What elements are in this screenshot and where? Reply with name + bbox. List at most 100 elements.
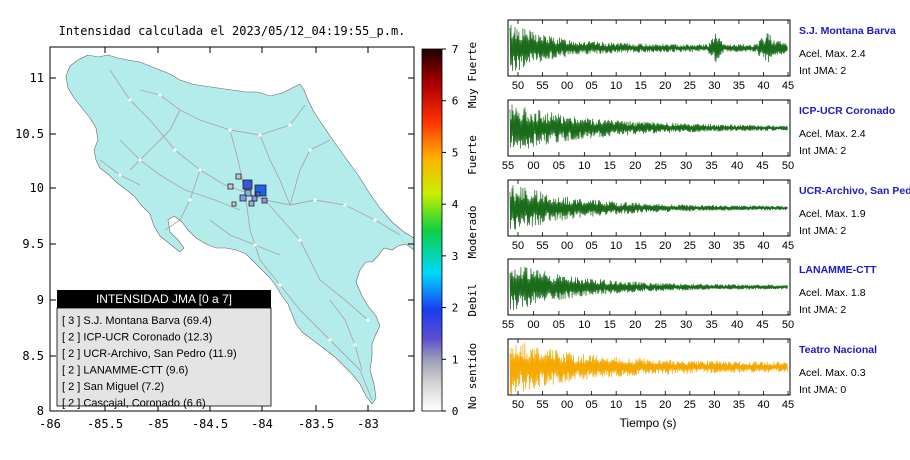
map-panel: -86 -85.5 -85 -84.5 -84 -83.5 -83 11 10.5 10 9.5 9…	[15, 46, 415, 431]
map-title: Intensidad calculada el 2023/05/12_04:19…	[59, 24, 406, 38]
map-y-tick: 10.5	[15, 127, 44, 141]
jma-intensity: Int JMA: 2	[799, 145, 846, 157]
x-axis-label: Tiempo (s)	[620, 416, 677, 430]
map-x-tick: -84.5	[192, 417, 228, 431]
map-y-tick: 9	[37, 293, 44, 307]
station-marker	[261, 197, 268, 204]
time-tick: 10	[610, 80, 622, 92]
time-tick: 15	[604, 319, 616, 331]
time-tick: 20	[659, 399, 671, 411]
map-x-axis: -86 -85.5 -85 -84.5 -84 -83.5 -83	[39, 47, 379, 431]
time-tick: 30	[708, 240, 720, 252]
time-tick: 25	[655, 160, 667, 172]
time-tick: 10	[578, 319, 590, 331]
time-tick: 40	[757, 80, 769, 92]
max-acceleration: Acel. Max. 2.4	[799, 128, 866, 140]
time-tick: 00	[527, 319, 539, 331]
legend-item: [ 2 ] Cascajal, Coronado (6.6)	[62, 398, 206, 410]
colorbar-band-label: Moderado	[466, 206, 479, 259]
colorbar-tick: 5	[452, 146, 459, 159]
legend-item: [ 2 ] LANAMME-CTT (9.6)	[62, 365, 188, 377]
time-tick: 30	[708, 80, 720, 92]
time-tick: 05	[553, 160, 565, 172]
time-tick: 35	[733, 80, 745, 92]
time-tick: 00	[561, 80, 573, 92]
time-tick: 05	[586, 240, 598, 252]
station-name: UCR-Archivo, San Pedro	[799, 185, 910, 197]
intensity-legend: INTENSIDAD JMA [0 a 7] [ 3 ] S.J. Montan…	[56, 290, 272, 410]
colorbar: 7 6 5 4 3 2 1 0 Muy Fuerte Fuerte Moderado Debil No…	[421, 42, 479, 418]
station-markers	[227, 173, 268, 207]
time-tick: 35	[733, 240, 745, 252]
time-tick: 40	[757, 399, 769, 411]
time-tick: 25	[684, 399, 696, 411]
colorbar-tick: 1	[452, 353, 459, 366]
time-tick: 00	[561, 240, 573, 252]
time-tick: 50	[512, 240, 524, 252]
map-y-tick: 8.5	[22, 349, 44, 363]
jma-intensity: Int JMA: 0	[799, 384, 846, 396]
seismogram-panels: 50 55 00 05 10 15 20 25 30 35 40 45 S.J. Montana Bar…	[502, 19, 910, 411]
time-tick: 35	[706, 160, 718, 172]
time-tick: 55	[502, 319, 514, 331]
time-tick: 50	[782, 160, 794, 172]
legend-title: INTENSIDAD JMA [0 a 7]	[96, 292, 232, 306]
costa-rica-landmass	[65, 54, 414, 405]
colorbar-tick: 0	[452, 405, 459, 418]
station-marker	[255, 191, 261, 197]
station-marker	[251, 195, 258, 202]
max-acceleration: Acel. Max. 0.3	[799, 367, 866, 379]
time-tick: 45	[782, 80, 794, 92]
station-marker	[235, 173, 242, 180]
time-tick: 40	[731, 319, 743, 331]
jma-intensity: Int JMA: 2	[799, 225, 846, 237]
colorbar-tick: 3	[452, 250, 459, 263]
time-tick: 55	[536, 399, 548, 411]
colorbar-band-label: Debil	[466, 283, 479, 316]
max-acceleration: Acel. Max. 1.8	[799, 287, 866, 299]
time-tick: 10	[578, 160, 590, 172]
seismogram-panel: 55 00 05 10 15 20 25 30 35 40 45 50 LANAMME-CTT Acel.…	[502, 258, 877, 331]
time-tick: 10	[610, 399, 622, 411]
time-tick: 35	[733, 399, 745, 411]
time-tick: 55	[536, 80, 548, 92]
time-tick: 50	[512, 80, 524, 92]
time-tick: 05	[586, 80, 598, 92]
map-x-tick: -83	[357, 417, 379, 431]
time-tick: 05	[586, 399, 598, 411]
jma-intensity: Int JMA: 2	[799, 304, 846, 316]
station-marker	[239, 194, 247, 202]
map-y-tick: 8	[37, 404, 44, 418]
time-tick: 35	[706, 319, 718, 331]
colorbar-tick: 2	[452, 302, 459, 315]
time-tick: 15	[635, 80, 647, 92]
city-markers	[118, 93, 377, 347]
time-tick: 25	[684, 80, 696, 92]
time-tick: 50	[782, 319, 794, 331]
time-tick: 15	[635, 240, 647, 252]
station-marker	[227, 183, 234, 190]
time-tick: 25	[684, 240, 696, 252]
station-marker	[248, 200, 255, 207]
time-tick: 05	[553, 319, 565, 331]
station-name: Teatro Nacional	[799, 344, 877, 356]
time-tick: 30	[708, 399, 720, 411]
time-tick: 55	[502, 160, 514, 172]
map-x-tick: -85	[147, 417, 169, 431]
seismogram-panel: 55 00 05 10 15 20 25 30 35 40 45 50 ICP-UCR Coronado…	[502, 99, 895, 172]
time-tick: 45	[756, 319, 768, 331]
time-tick: 20	[629, 319, 641, 331]
waveform-trace	[509, 185, 788, 230]
seismogram-panel: 50 55 00 05 10 15 20 25 30 35 40 45 Teatro Nacional A…	[507, 338, 877, 411]
waveform-trace	[509, 104, 788, 149]
station-name: ICP-UCR Coronado	[799, 105, 895, 117]
seismogram-panel: 50 55 00 05 10 15 20 25 30 35 40 45 S.J. Montana Bar…	[507, 19, 896, 92]
jma-intensity: Int JMA: 2	[799, 65, 846, 77]
legend-item: [ 2 ] UCR-Archivo, San Pedro (11.9)	[62, 348, 237, 360]
time-tick: 30	[680, 160, 692, 172]
colorbar-tick: 4	[452, 198, 459, 211]
time-tick: 25	[655, 319, 667, 331]
map-y-tick: 11	[30, 71, 44, 85]
map-x-tick: -86	[39, 417, 61, 431]
